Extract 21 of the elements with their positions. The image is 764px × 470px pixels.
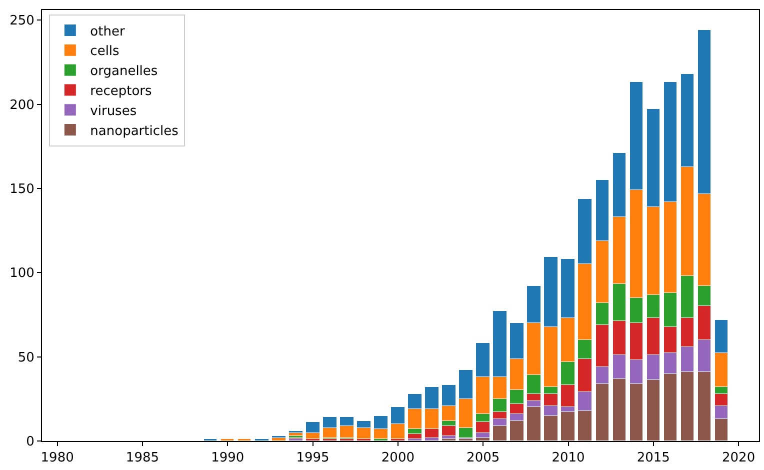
y-tick-label: 150 — [10, 182, 34, 198]
legend-label: cells — [90, 44, 120, 60]
legend-label: viruses — [90, 104, 137, 119]
x-tick-label: 2010 — [552, 450, 585, 466]
legend-label: receptors — [90, 84, 152, 100]
legend-label: other — [90, 24, 126, 40]
y-tick-label: 0 — [26, 434, 34, 450]
y-tick-label: 100 — [10, 266, 34, 282]
x-tick-label: 1985 — [126, 450, 160, 466]
x-tick-label: 1990 — [211, 450, 244, 466]
x-tick-label: 2020 — [722, 450, 756, 466]
x-tick-label: 1995 — [296, 450, 330, 466]
y-tick-label: 250 — [10, 14, 34, 29]
x-tick-label: 2000 — [381, 450, 414, 466]
y-tick-label: 50 — [18, 350, 34, 366]
y-tick-label: 200 — [10, 98, 34, 113]
x-tick-label: 2015 — [636, 450, 670, 466]
x-tick-label: 1980 — [40, 450, 74, 466]
x-tick-label: 2005 — [466, 450, 500, 466]
legend-label: organelles — [90, 64, 158, 80]
legend-label: nanoparticles — [90, 124, 179, 139]
